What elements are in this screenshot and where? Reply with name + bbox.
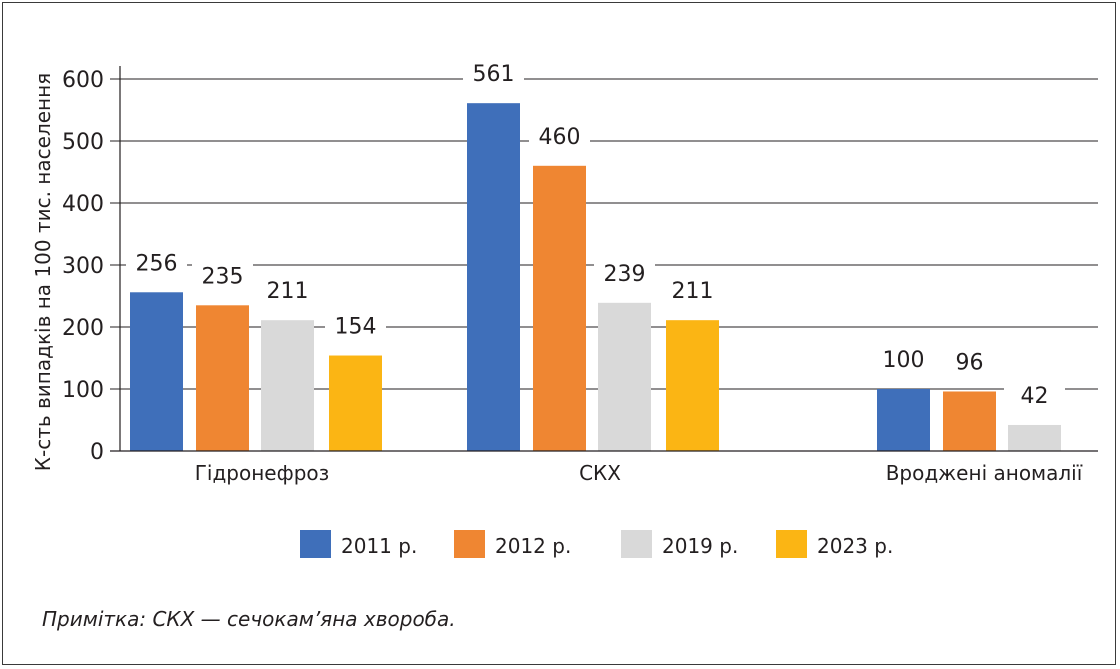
data-label-backdrop [662, 276, 723, 305]
legend-swatch [621, 530, 652, 558]
data-label-backdrop [529, 121, 590, 150]
data-label: 460 [539, 125, 581, 150]
bar [1008, 424, 1061, 451]
data-label-backdrop [325, 311, 386, 340]
bars-group [130, 103, 1061, 452]
y-tick-label: 300 [62, 254, 104, 279]
y-axis-title: К-сть випадків на 100 тис. населення [31, 73, 55, 471]
x-category-label: СКХ [579, 461, 621, 485]
bar [130, 292, 183, 451]
legend-label: 2019 р. [662, 534, 738, 558]
data-label: 561 [473, 62, 515, 87]
data-label: 211 [672, 279, 714, 304]
legend-swatch [300, 530, 331, 558]
y-tick-label: 100 [62, 378, 104, 403]
bar [196, 305, 249, 451]
y-tick-label: 200 [62, 316, 104, 341]
data-label: 100 [883, 348, 925, 373]
legend: 2011 р. 2012 р. 2019 р. 2023 р. [300, 530, 893, 558]
bar [329, 355, 382, 451]
data-label: 239 [604, 262, 646, 287]
data-label-backdrop [126, 248, 187, 277]
y-tick-label: 500 [62, 130, 104, 155]
y-tick-label: 600 [62, 68, 104, 93]
data-label-backdrop [939, 347, 1000, 376]
bar [943, 391, 996, 451]
data-label-backdrop [192, 261, 253, 290]
bar [533, 165, 586, 452]
data-label: 154 [335, 315, 377, 340]
legend-label: 2012 р. [495, 534, 571, 558]
legend-label: 2011 р. [341, 534, 417, 558]
data-label: 256 [136, 251, 178, 276]
bar [261, 320, 314, 451]
legend-swatch [776, 530, 807, 558]
legend-label: 2023 р. [817, 534, 893, 558]
bar [877, 389, 930, 451]
bar [598, 302, 651, 451]
x-category-label: Гідронефроз [195, 461, 330, 485]
bar [467, 103, 520, 452]
data-label-backdrop [594, 258, 655, 287]
data-label: 96 [956, 350, 984, 375]
bar [666, 320, 719, 451]
y-tick-label: 0 [90, 440, 104, 465]
data-label-backdrop [1004, 380, 1065, 409]
data-label-backdrop [257, 276, 318, 305]
data-label: 211 [267, 279, 309, 304]
data-label: 42 [1021, 384, 1049, 409]
data-label-backdrop [873, 345, 934, 373]
legend-swatch [454, 530, 485, 558]
axes-group: 0 100 200 300 400 500 600 Гідронефроз СКХ Вроджен… [62, 66, 1098, 485]
x-category-label: Вроджені аномалії [886, 461, 1083, 485]
y-tick-label: 400 [62, 192, 104, 217]
data-label: 235 [202, 264, 244, 289]
footnote: Примітка: СКХ — сечокам’яна хвороба. [42, 607, 456, 631]
value-labels-group: 256 235 211 154 561 460 239 211 100 96 42 [126, 59, 1065, 409]
data-label-backdrop [463, 59, 524, 88]
